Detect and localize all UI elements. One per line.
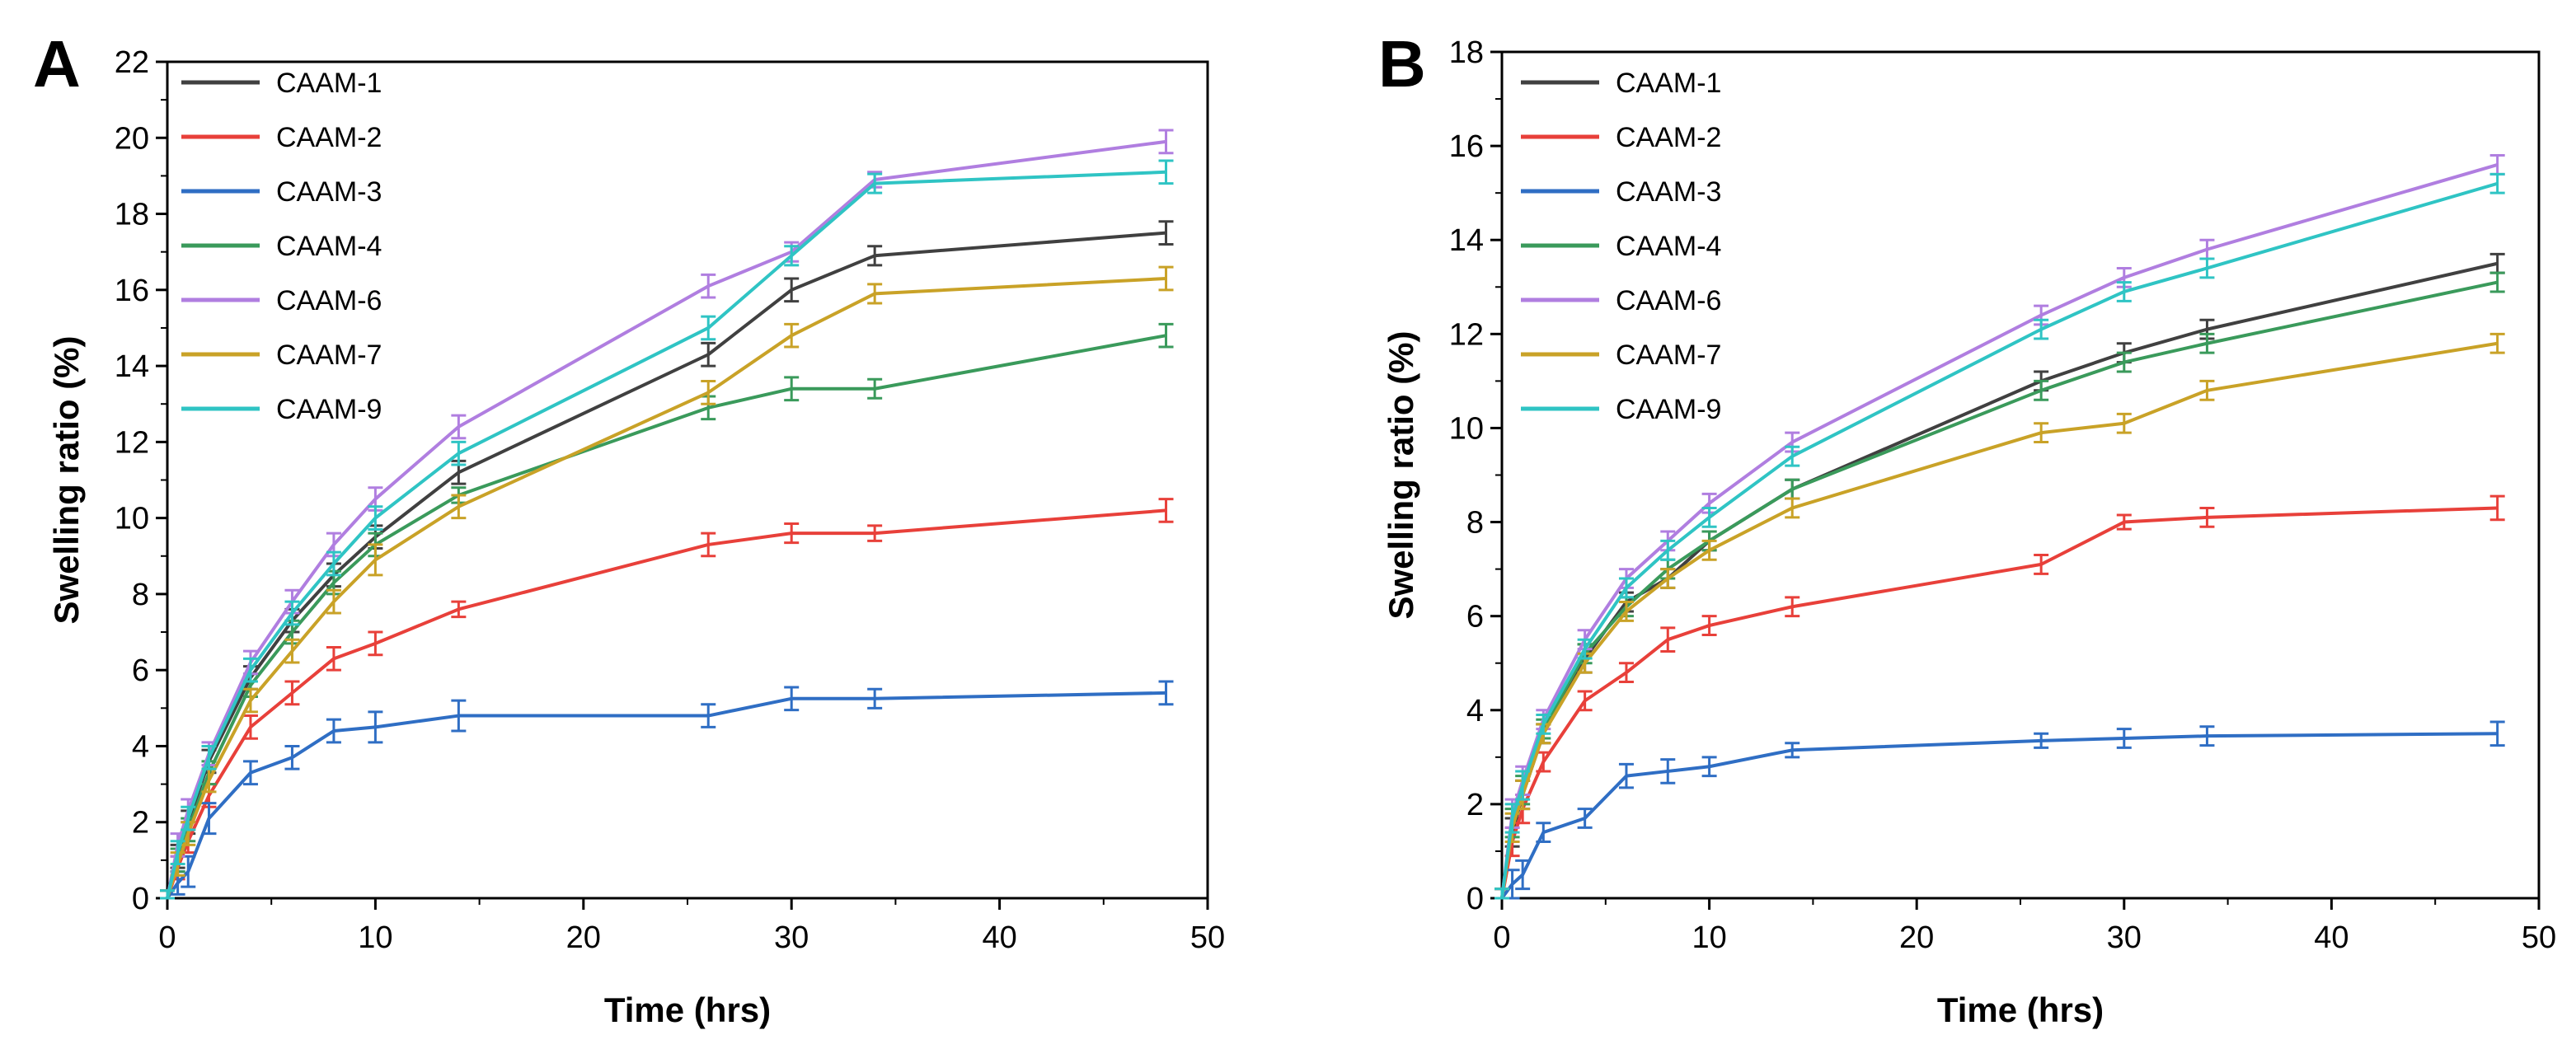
y-tick-label: 14 <box>1449 223 1484 258</box>
series-line-caam-3 <box>1500 732 2498 900</box>
y-tick-label: 10 <box>115 502 149 536</box>
panel-letter-a: A <box>33 27 81 101</box>
y-tick-label: 4 <box>1466 694 1484 728</box>
x-axis-title: Time (hrs) <box>604 990 771 1029</box>
y-tick-label: 8 <box>132 578 149 612</box>
legend-label-caam-1: CAAM-1 <box>276 68 382 99</box>
y-tick-label: 12 <box>115 425 149 460</box>
y-axis-title: Swelling ratio (%) <box>47 335 86 624</box>
legend-label-caam-2: CAAM-2 <box>276 122 382 153</box>
y-axis-title: Swelling ratio (%) <box>1382 330 1420 619</box>
legend-label-caam-6: CAAM-6 <box>276 285 382 316</box>
legend-label-caam-3: CAAM-3 <box>1616 176 1721 208</box>
y-tick-label: 0 <box>132 882 149 916</box>
legend-label-caam-7: CAAM-7 <box>276 340 382 371</box>
legend-label-caam-4: CAAM-4 <box>1616 231 1721 262</box>
x-tick-label: 30 <box>774 920 809 955</box>
legend-label-caam-6: CAAM-6 <box>1616 285 1721 316</box>
legend-label-caam-2: CAAM-2 <box>1616 122 1721 153</box>
y-tick-label: 18 <box>1449 35 1484 70</box>
panel-letter-b: B <box>1378 27 1426 101</box>
x-tick-label: 50 <box>1190 920 1225 955</box>
x-tick-label: 10 <box>358 920 392 955</box>
y-tick-label: 20 <box>115 121 149 156</box>
x-tick-label: 20 <box>566 920 601 955</box>
series-line-caam-3 <box>166 691 1166 900</box>
y-tick-label: 8 <box>1466 506 1484 541</box>
y-tick-label: 12 <box>1449 317 1484 352</box>
legend-label-caam-4: CAAM-4 <box>276 231 382 262</box>
x-tick-label: 30 <box>2107 920 2142 955</box>
y-tick-label: 14 <box>115 349 149 384</box>
y-tick-label: 10 <box>1449 411 1484 446</box>
series-line-caam-7 <box>1500 341 2498 899</box>
y-tick-label: 6 <box>132 653 149 688</box>
y-tick-label: 2 <box>1466 788 1484 822</box>
x-tick-label: 0 <box>158 920 176 955</box>
y-tick-label: 16 <box>115 274 149 308</box>
legend-label-caam-1: CAAM-1 <box>1616 68 1721 99</box>
series-line-caam-9 <box>166 170 1166 899</box>
x-tick-label: 40 <box>2314 920 2348 955</box>
chart-panel-b: 0 10 20 30 40 50 0 2 4 6 8 10 12 14 16 18 Time (hrs) Swel… <box>1382 35 2556 1029</box>
x-tick-label: 40 <box>982 920 1016 955</box>
series-line-caam-7 <box>166 276 1166 899</box>
legend-label-caam-3: CAAM-3 <box>276 176 382 208</box>
y-tick-label: 0 <box>1466 882 1484 916</box>
x-tick-label: 50 <box>2522 920 2556 955</box>
legend-label-caam-9: CAAM-9 <box>276 394 382 425</box>
y-tick-label: 16 <box>1449 129 1484 164</box>
legend-label-caam-7: CAAM-7 <box>1616 340 1721 371</box>
y-tick-label: 6 <box>1466 600 1484 635</box>
y-tick-label: 4 <box>132 729 149 764</box>
x-tick-label: 0 <box>1493 920 1510 955</box>
chart-panel-a: 0 10 20 30 40 50 0 2 4 6 8 10 12 14 16 18 20 22 Time (hrs)… <box>47 45 1225 1029</box>
series-line-caam-6 <box>1500 163 2499 899</box>
legend-label-caam-9: CAAM-9 <box>1616 394 1721 425</box>
y-tick-label: 2 <box>132 806 149 841</box>
y-tick-label: 18 <box>115 198 149 232</box>
x-tick-label: 10 <box>1692 920 1726 955</box>
x-axis-title: Time (hrs) <box>1937 990 2104 1029</box>
x-tick-label: 20 <box>1899 920 1934 955</box>
y-tick-label: 22 <box>115 45 149 80</box>
